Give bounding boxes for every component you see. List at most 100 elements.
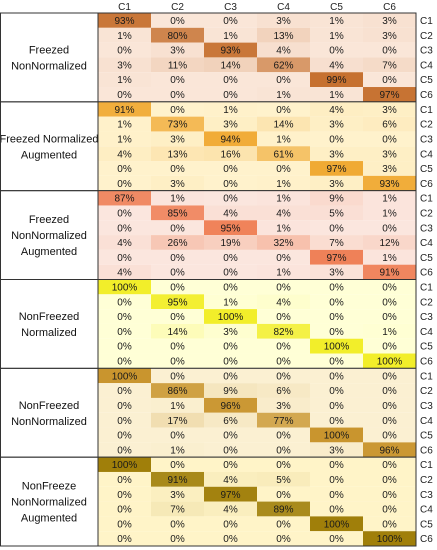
cell-value-label: 3% (170, 46, 185, 57)
heatmap-cell (151, 235, 204, 250)
cell-value-label: 0% (329, 371, 344, 382)
cell-value-label: 77% (273, 416, 293, 427)
cell-value-label: 0% (170, 253, 185, 264)
heatmap-cell (151, 279, 204, 295)
heatmap-cell (98, 368, 151, 384)
cell-value-label: 97% (379, 90, 399, 101)
heatmap-cell (310, 235, 363, 250)
heatmap-cell (98, 457, 151, 472)
cell-value-label: 0% (223, 283, 238, 294)
column-header-c3: C3 (224, 2, 237, 13)
panel-label-line: NonFreezed (19, 311, 80, 323)
heatmap-cell (363, 531, 416, 546)
heatmap-cell (310, 531, 363, 546)
heatmap-cell (204, 42, 257, 58)
heatmap-cell (98, 87, 151, 102)
row-label-c3: C3 (420, 223, 433, 234)
cell-value-label: 0% (329, 283, 344, 294)
cell-value-label: 0% (382, 46, 397, 57)
cell-value-label: 3% (276, 16, 291, 27)
cell-value-label: 0% (382, 386, 397, 397)
cell-value-label: 1% (117, 120, 132, 131)
heatmap-cell (363, 116, 416, 132)
cell-value-label: 0% (117, 490, 132, 501)
row-label-c6: C6 (420, 268, 433, 279)
heatmap-cell (257, 101, 310, 117)
row-label-c4: C4 (420, 238, 433, 249)
heatmap-cell (310, 368, 363, 384)
cell-value-label: 0% (329, 505, 344, 516)
cell-value-label: 0% (382, 297, 397, 308)
heatmap-cell (257, 57, 310, 73)
cell-value-label: 0% (276, 283, 291, 294)
heatmap-cell (310, 57, 363, 73)
cell-value-label: 1% (276, 90, 291, 101)
cell-value-label: 0% (117, 431, 132, 442)
cell-value-label: 1% (329, 16, 344, 27)
row-label-c5: C5 (420, 342, 433, 353)
heatmap-cell (310, 486, 363, 502)
heatmap-cell (98, 279, 151, 295)
row-label-c1: C1 (420, 16, 433, 27)
row-label-c5: C5 (420, 164, 433, 175)
cell-value-label: 9% (329, 194, 344, 205)
heatmap-cell (257, 531, 310, 546)
cell-value-label: 61% (273, 149, 293, 160)
row-label-c1: C1 (420, 371, 433, 382)
heatmap-cell (310, 116, 363, 132)
cell-value-label: 0% (170, 534, 185, 545)
cell-value-label: 0% (329, 327, 344, 338)
heatmap-cell (151, 220, 204, 236)
cell-value-label: 0% (329, 223, 344, 234)
heatmap-cell (204, 323, 257, 339)
heatmap-cell (310, 383, 363, 398)
cell-value-label: 0% (382, 371, 397, 382)
heatmap-cell (98, 397, 151, 413)
heatmap-cell (98, 338, 151, 354)
cell-value-label: 6% (382, 120, 397, 131)
cell-value-label: 0% (117, 416, 132, 427)
row-label-c2: C2 (420, 386, 433, 397)
cell-value-label: 0% (170, 283, 185, 294)
cell-value-label: 3% (329, 268, 344, 279)
heatmap-cell (204, 279, 257, 295)
heatmap-cell (98, 323, 151, 339)
heatmap-cell (310, 205, 363, 221)
cell-value-label: 93% (114, 16, 134, 27)
cell-value-label: 0% (223, 460, 238, 471)
column-header-c1: C1 (118, 2, 131, 13)
cell-value-label: 0% (223, 371, 238, 382)
heatmap-cell (151, 205, 204, 221)
cell-value-label: 4% (117, 149, 132, 160)
panel-label-line: Normalized (21, 327, 77, 339)
row-label-c3: C3 (420, 312, 433, 323)
cell-value-label: 93% (220, 46, 240, 57)
heatmap-cell (363, 57, 416, 73)
panel-label-line: Augmented (21, 246, 77, 258)
heatmap-cell (151, 116, 204, 132)
heatmap-cell (204, 161, 257, 176)
row-label-c6: C6 (420, 534, 433, 545)
cell-value-label: 0% (170, 357, 185, 368)
heatmap-cell (98, 116, 151, 132)
heatmap-cell (257, 190, 310, 206)
cell-value-label: 3% (382, 31, 397, 42)
heatmap-cell (98, 294, 151, 310)
heatmap-cell (363, 220, 416, 236)
heatmap-cell (204, 27, 257, 43)
column-header-c4: C4 (277, 2, 290, 13)
heatmap-cell (98, 146, 151, 162)
cell-value-label: 0% (223, 253, 238, 264)
column-header-c5: C5 (330, 2, 343, 13)
heatmap-cell (98, 353, 151, 369)
panel-border (0, 456, 417, 547)
cell-value-label: 1% (117, 75, 132, 86)
cell-value-label: 1% (382, 194, 397, 205)
cell-value-label: 1% (170, 194, 185, 205)
heatmap-cell (363, 353, 416, 369)
cell-value-label: 82% (273, 327, 293, 338)
heatmap-cell (257, 471, 310, 487)
cell-value-label: 0% (117, 312, 132, 323)
panel-label-line: Augmented (21, 149, 77, 161)
heatmap-cell (257, 294, 310, 310)
